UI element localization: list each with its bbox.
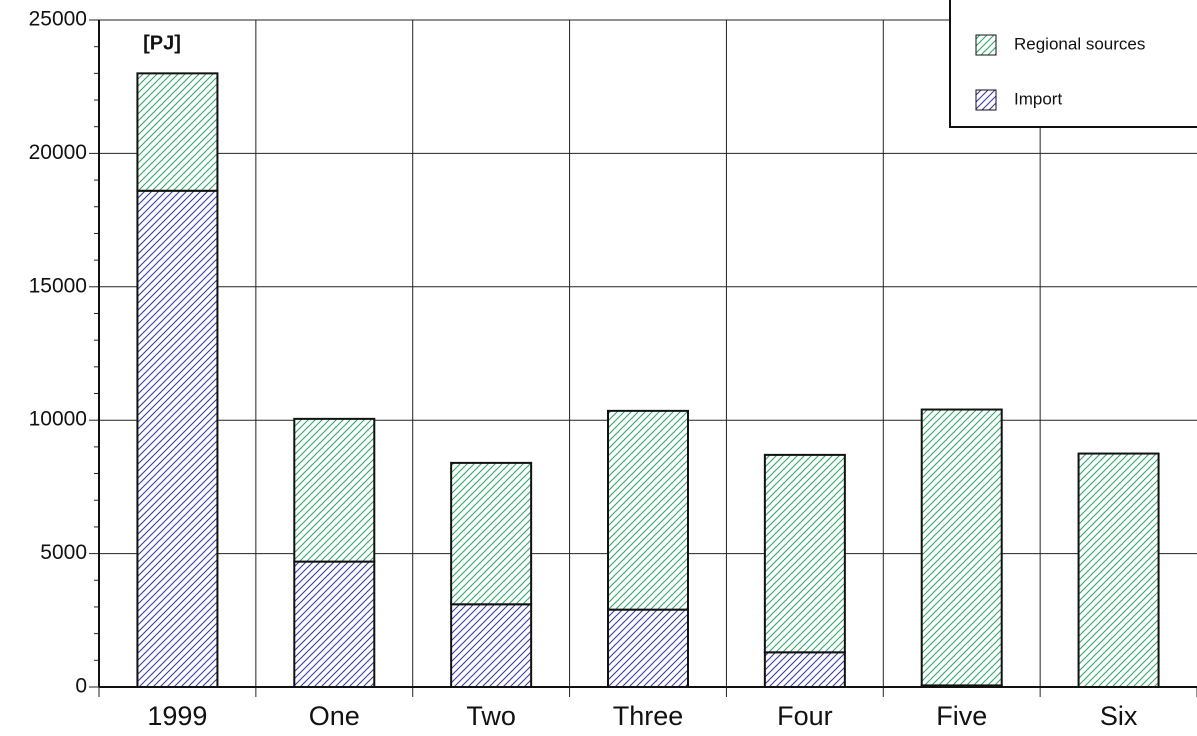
bar-segment	[763, 651, 846, 688]
legend-label: Regional sources	[1014, 34, 1145, 53]
bar-segment	[136, 72, 219, 192]
x-tick-label: Three	[613, 701, 684, 731]
y-tick-label: 5000	[40, 541, 87, 564]
x-tick-label: Five	[936, 701, 987, 731]
bar-segment	[293, 417, 376, 563]
bar-segment	[450, 603, 533, 688]
y-tick-label: 10000	[29, 408, 87, 431]
y-tick-label: 25000	[29, 8, 87, 31]
bar-segment	[607, 608, 689, 688]
x-tick-label: Six	[1100, 701, 1138, 731]
x-tick-label: Four	[777, 701, 833, 731]
bar-segment	[136, 189, 219, 688]
y-tick-label: 0	[75, 675, 87, 698]
bar-segment	[607, 409, 689, 611]
bar-segment	[763, 453, 846, 654]
x-tick-label: Two	[466, 701, 516, 731]
y-tick-label: 20000	[29, 141, 87, 164]
bar-segment	[450, 461, 533, 606]
legend-label: Import	[1014, 89, 1062, 108]
unit-label: [PJ]	[143, 32, 181, 54]
legend-swatch	[975, 89, 997, 111]
bar-segment	[920, 408, 1003, 687]
legend-swatch	[975, 34, 997, 56]
y-tick-label: 15000	[29, 274, 87, 297]
bar-segment	[293, 560, 376, 688]
bar-segment	[1077, 452, 1160, 688]
x-tick-label: One	[309, 701, 360, 731]
x-tick-label: 1999	[147, 701, 207, 731]
